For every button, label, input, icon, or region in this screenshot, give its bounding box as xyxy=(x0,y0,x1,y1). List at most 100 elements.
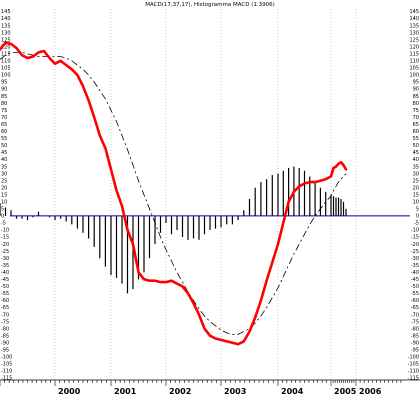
y-tick-label-right: -10 xyxy=(411,228,419,234)
y-tick-label-right: -25 xyxy=(411,249,419,255)
y-tick-label-left: -70 xyxy=(1,312,9,318)
y-tick-label-right: -55 xyxy=(411,291,419,297)
y-tick-label-right: -60 xyxy=(411,298,419,304)
y-tick-label-right: 135 xyxy=(409,23,419,29)
y-tick-label-right: -105 xyxy=(408,362,419,368)
y-tick-label-left: -55 xyxy=(1,291,9,297)
y-tick-label-left: -50 xyxy=(1,284,9,290)
y-tick-label-right: -65 xyxy=(411,305,419,311)
y-tick-label-right: -30 xyxy=(411,256,419,262)
y-tick-label-right: 5 xyxy=(416,207,419,213)
y-tick-label-left: 0 xyxy=(1,214,4,220)
y-tick-label-right: -5 xyxy=(414,221,419,227)
y-tick-label-left: 10 xyxy=(1,199,7,205)
y-tick-label-left: 80 xyxy=(1,101,7,107)
y-tick-label-left: 25 xyxy=(1,178,7,184)
y-tick-label-left: -25 xyxy=(1,249,9,255)
y-tick-label-right: 85 xyxy=(413,94,419,100)
y-tick-label-left: -115 xyxy=(1,376,12,382)
y-tick-label-right: -100 xyxy=(408,355,419,361)
signal-line xyxy=(0,52,347,335)
y-tick-label-left: 20 xyxy=(1,185,7,191)
y-tick-label-left: 100 xyxy=(1,73,11,79)
y-tick-label-left: -80 xyxy=(1,326,9,332)
y-tick-label-left: 135 xyxy=(1,23,11,29)
x-axis-labels: 2000 2001 2002 2003 2004 2005 2006 xyxy=(58,387,382,396)
y-tick-label-right: -35 xyxy=(411,263,419,269)
x-tick-label: 2001 xyxy=(114,387,137,396)
y-tick-label-left: 50 xyxy=(1,143,7,149)
macd-line xyxy=(0,41,348,346)
y-tick-label-left: -10 xyxy=(1,228,9,234)
y-tick-label-left: 130 xyxy=(1,30,11,36)
y-tick-label-right: 45 xyxy=(413,150,419,156)
y-tick-label-right: 20 xyxy=(413,185,419,191)
y-tick-label-left: 15 xyxy=(1,192,7,198)
y-tick-label-left: -60 xyxy=(1,298,9,304)
y-tick-label-left: 145 xyxy=(1,9,11,15)
y-tick-label-left: 40 xyxy=(1,157,7,163)
y-tick-label-right: -95 xyxy=(411,348,419,354)
y-tick-label-right: -115 xyxy=(408,376,419,382)
y-tick-label-right: 50 xyxy=(413,143,419,149)
y-tick-label-left: -85 xyxy=(1,333,9,339)
y-tick-label-left: -20 xyxy=(1,242,9,248)
gridlines xyxy=(54,9,357,380)
y-tick-label-right: 70 xyxy=(413,115,419,121)
x-tick-label: 2004 xyxy=(281,387,304,396)
y-tick-label-left: 65 xyxy=(1,122,7,128)
y-tick-label-left: 140 xyxy=(1,16,11,22)
y-tick-label-left: 60 xyxy=(1,129,7,135)
y-tick-label-right: 95 xyxy=(413,80,419,86)
y-tick-label-right: 25 xyxy=(413,178,419,184)
x-tick-label: 2002 xyxy=(169,387,191,396)
y-tick-label-left: -75 xyxy=(1,319,9,325)
y-tick-label-right: 140 xyxy=(409,16,419,22)
y-tick-label-left: -100 xyxy=(1,355,12,361)
y-tick-label-left: 120 xyxy=(1,44,11,50)
y-tick-label-right: 110 xyxy=(409,59,419,65)
y-tick-label-right: -40 xyxy=(411,270,419,276)
y-tick-label-left: 95 xyxy=(1,80,7,86)
y-tick-label-right: 125 xyxy=(409,37,419,43)
y-tick-label-left: -65 xyxy=(1,305,9,311)
y-tick-label-left: 30 xyxy=(1,171,7,177)
y-tick-label-right: 60 xyxy=(413,129,419,135)
chart-title: MACD(17,37,17), Histogramma MACD (1.3906… xyxy=(145,2,275,8)
y-tick-label-right: 55 xyxy=(413,136,419,142)
y-tick-label-left: -40 xyxy=(1,270,9,276)
y-tick-label-right: -70 xyxy=(411,312,419,318)
y-tick-label-left: 90 xyxy=(1,87,7,93)
y-tick-label-left: 75 xyxy=(1,108,7,114)
y-tick-label-left: 55 xyxy=(1,136,7,142)
y-tick-label-right: 145 xyxy=(409,9,419,15)
y-tick-label-right: 75 xyxy=(413,108,419,114)
x-tick-label: 2003 xyxy=(224,387,246,396)
y-tick-label-right: 10 xyxy=(413,199,419,205)
y-tick-label-right: -110 xyxy=(408,369,419,375)
y-tick-label-right: 65 xyxy=(413,122,419,128)
y-tick-label-left: 125 xyxy=(1,37,11,43)
y-tick-label-right: -90 xyxy=(411,340,419,346)
histogram-bars xyxy=(0,166,347,294)
y-tick-label-right: 130 xyxy=(409,30,419,36)
y-tick-label-right: 40 xyxy=(413,157,419,163)
y-tick-label-left: 115 xyxy=(1,51,11,57)
y-tick-label-right: 35 xyxy=(413,164,419,170)
y-tick-label-right: 0 xyxy=(416,214,419,220)
y-tick-label-left: 70 xyxy=(1,115,7,121)
y-tick-label-right: -50 xyxy=(411,284,419,290)
x-tick-label: 2000 xyxy=(58,387,81,396)
y-tick-label-left: -30 xyxy=(1,256,9,262)
y-tick-label-left: -45 xyxy=(1,277,9,283)
y-tick-label-right: 90 xyxy=(413,87,419,93)
y-tick-label-right: 15 xyxy=(413,192,419,198)
y-tick-label-left: -5 xyxy=(1,221,6,227)
y-tick-label-right: -15 xyxy=(411,235,419,241)
y-tick-label-left: -90 xyxy=(1,340,9,346)
y-tick-label-left: 105 xyxy=(1,66,11,72)
y-tick-label-left: 110 xyxy=(1,59,11,65)
x-tick-label: 2006 xyxy=(359,387,382,396)
